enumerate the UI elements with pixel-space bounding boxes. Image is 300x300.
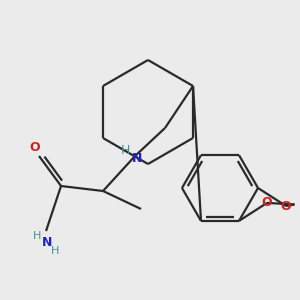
Text: O: O [262,196,272,209]
Text: N: N [42,236,52,250]
Text: H: H [120,145,130,158]
Text: O: O [281,200,291,212]
Text: O: O [30,142,40,154]
Text: H: H [33,231,41,241]
Text: H: H [51,246,59,256]
Text: N: N [132,152,142,166]
